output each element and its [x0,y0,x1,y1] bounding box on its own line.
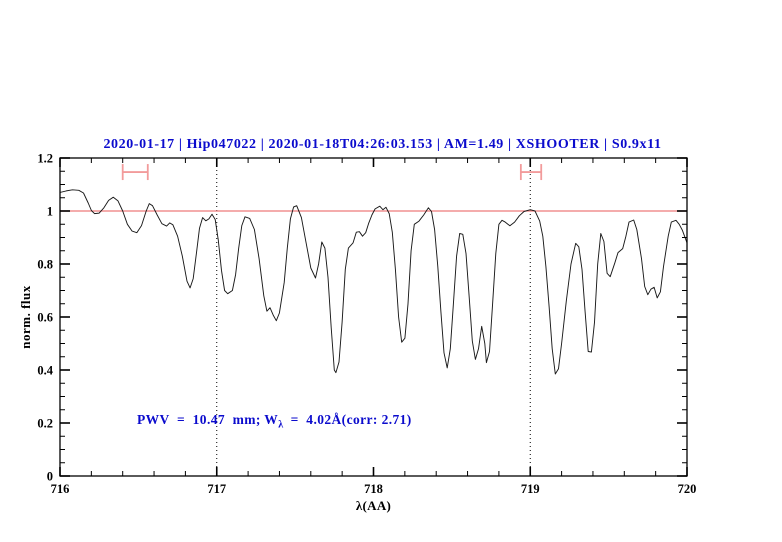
band-range-marker [121,164,149,181]
pwv-annotation-text: PWV = 10.47 mm; W [137,412,279,427]
y-tick-label: 1 [47,205,53,219]
y-tick-label: 1.2 [37,152,53,166]
y-tick-label: 0.6 [37,311,53,325]
x-tick-label: 719 [521,482,540,496]
equivalent-width-text: = 4.02Å(corr: 2.71) [283,412,412,427]
y-tick-label: 0.4 [37,364,53,378]
y-tick-label: 0.2 [37,417,53,431]
y-tick-label: 0.8 [37,258,53,272]
band-range-marker [519,164,543,181]
y-tick-label: 0 [47,470,53,484]
plot-title: 2020-01-17 | Hip047022 | 2020-01-18T04:2… [103,137,662,152]
lambda-subscript: λ [278,419,284,431]
spectrum-curve [59,189,688,375]
x-axis-label: λ(AA) [355,498,392,513]
x-tick-label: 718 [364,482,383,496]
pwv-annotation: PWV = 10.47 mm; Wλ = 4.02Å(corr: 2.71) [137,412,412,431]
x-tick-label: 717 [207,482,226,496]
x-tick-label: 716 [51,482,70,496]
y-axis-label: norm. flux [18,285,33,349]
x-tick-label: 720 [678,482,697,496]
